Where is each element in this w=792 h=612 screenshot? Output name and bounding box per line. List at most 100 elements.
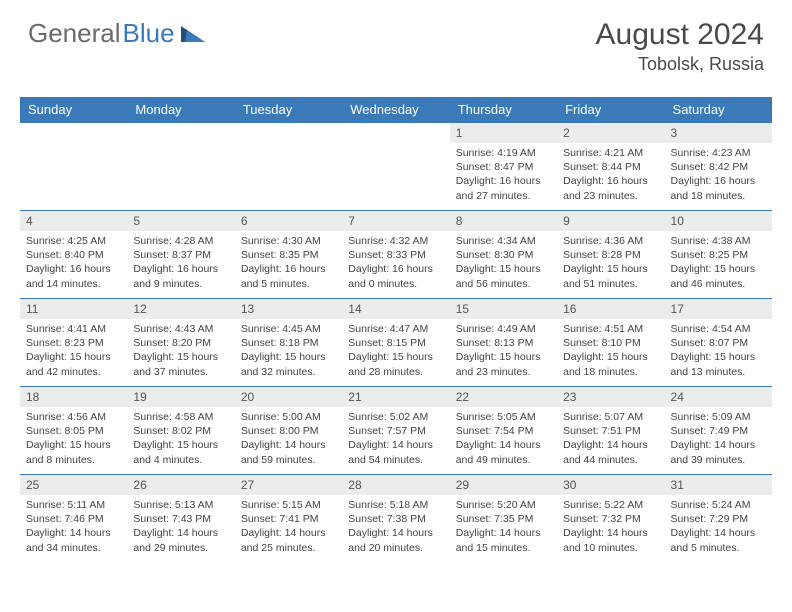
- day-number: 21: [342, 387, 449, 407]
- brand-triangle-icon: [181, 22, 205, 47]
- calendar-day-cell: 2Sunrise: 4:21 AMSunset: 8:44 PMDaylight…: [557, 123, 664, 211]
- day-number: 10: [665, 211, 772, 231]
- calendar-day-cell: 14Sunrise: 4:47 AMSunset: 8:15 PMDayligh…: [342, 299, 449, 387]
- calendar-day-cell: 16Sunrise: 4:51 AMSunset: 8:10 PMDayligh…: [557, 299, 664, 387]
- calendar-day-cell: 6Sunrise: 4:30 AMSunset: 8:35 PMDaylight…: [235, 211, 342, 299]
- calendar-day-cell: 11Sunrise: 4:41 AMSunset: 8:23 PMDayligh…: [20, 299, 127, 387]
- day-info: Sunrise: 4:28 AMSunset: 8:37 PMDaylight:…: [127, 231, 234, 296]
- day-info: Sunrise: 5:13 AMSunset: 7:43 PMDaylight:…: [127, 495, 234, 560]
- day-number: 29: [450, 475, 557, 495]
- day-info: Sunrise: 4:45 AMSunset: 8:18 PMDaylight:…: [235, 319, 342, 384]
- day-info: Sunrise: 4:21 AMSunset: 8:44 PMDaylight:…: [557, 143, 664, 208]
- day-number: 23: [557, 387, 664, 407]
- calendar-day-cell: 20Sunrise: 5:00 AMSunset: 8:00 PMDayligh…: [235, 387, 342, 475]
- weekday-header: Friday: [557, 97, 664, 123]
- brand-part2: Blue: [123, 18, 175, 49]
- weekday-header: Monday: [127, 97, 234, 123]
- day-number: 20: [235, 387, 342, 407]
- day-info: Sunrise: 4:51 AMSunset: 8:10 PMDaylight:…: [557, 319, 664, 384]
- calendar-day-cell: .: [342, 123, 449, 211]
- day-number: 14: [342, 299, 449, 319]
- day-number: 6: [235, 211, 342, 231]
- day-number: 13: [235, 299, 342, 319]
- day-number: 4: [20, 211, 127, 231]
- calendar-day-cell: 29Sunrise: 5:20 AMSunset: 7:35 PMDayligh…: [450, 475, 557, 563]
- calendar-day-cell: .: [235, 123, 342, 211]
- day-number: 16: [557, 299, 664, 319]
- calendar-day-cell: 8Sunrise: 4:34 AMSunset: 8:30 PMDaylight…: [450, 211, 557, 299]
- calendar-day-cell: 1Sunrise: 4:19 AMSunset: 8:47 PMDaylight…: [450, 123, 557, 211]
- day-info: Sunrise: 5:18 AMSunset: 7:38 PMDaylight:…: [342, 495, 449, 560]
- day-number: 3: [665, 123, 772, 143]
- day-info: Sunrise: 5:24 AMSunset: 7:29 PMDaylight:…: [665, 495, 772, 560]
- day-number: 19: [127, 387, 234, 407]
- calendar-week-row: 4Sunrise: 4:25 AMSunset: 8:40 PMDaylight…: [20, 211, 772, 299]
- title-block: August 2024 Tobolsk, Russia: [596, 18, 764, 75]
- calendar-header-row: SundayMondayTuesdayWednesdayThursdayFrid…: [20, 97, 772, 123]
- calendar-day-cell: 21Sunrise: 5:02 AMSunset: 7:57 PMDayligh…: [342, 387, 449, 475]
- calendar-day-cell: 31Sunrise: 5:24 AMSunset: 7:29 PMDayligh…: [665, 475, 772, 563]
- calendar-day-cell: 18Sunrise: 4:56 AMSunset: 8:05 PMDayligh…: [20, 387, 127, 475]
- calendar-week-row: 11Sunrise: 4:41 AMSunset: 8:23 PMDayligh…: [20, 299, 772, 387]
- day-number: 25: [20, 475, 127, 495]
- calendar-day-cell: 13Sunrise: 4:45 AMSunset: 8:18 PMDayligh…: [235, 299, 342, 387]
- day-number: 22: [450, 387, 557, 407]
- calendar-day-cell: 19Sunrise: 4:58 AMSunset: 8:02 PMDayligh…: [127, 387, 234, 475]
- calendar-day-cell: 28Sunrise: 5:18 AMSunset: 7:38 PMDayligh…: [342, 475, 449, 563]
- weekday-header: Sunday: [20, 97, 127, 123]
- calendar-day-cell: 4Sunrise: 4:25 AMSunset: 8:40 PMDaylight…: [20, 211, 127, 299]
- calendar-day-cell: .: [20, 123, 127, 211]
- calendar-day-cell: 12Sunrise: 4:43 AMSunset: 8:20 PMDayligh…: [127, 299, 234, 387]
- weekday-header: Tuesday: [235, 97, 342, 123]
- day-number: 30: [557, 475, 664, 495]
- day-number: 26: [127, 475, 234, 495]
- day-info: Sunrise: 4:30 AMSunset: 8:35 PMDaylight:…: [235, 231, 342, 296]
- calendar-day-cell: 3Sunrise: 4:23 AMSunset: 8:42 PMDaylight…: [665, 123, 772, 211]
- day-info: Sunrise: 4:19 AMSunset: 8:47 PMDaylight:…: [450, 143, 557, 208]
- calendar-week-row: 18Sunrise: 4:56 AMSunset: 8:05 PMDayligh…: [20, 387, 772, 475]
- day-info: Sunrise: 4:25 AMSunset: 8:40 PMDaylight:…: [20, 231, 127, 296]
- calendar-table: SundayMondayTuesdayWednesdayThursdayFrid…: [20, 97, 772, 563]
- day-info: Sunrise: 4:34 AMSunset: 8:30 PMDaylight:…: [450, 231, 557, 296]
- day-info: Sunrise: 5:00 AMSunset: 8:00 PMDaylight:…: [235, 407, 342, 472]
- day-number: 17: [665, 299, 772, 319]
- calendar-day-cell: 9Sunrise: 4:36 AMSunset: 8:28 PMDaylight…: [557, 211, 664, 299]
- day-info: Sunrise: 4:56 AMSunset: 8:05 PMDaylight:…: [20, 407, 127, 472]
- month-title: August 2024: [596, 18, 764, 52]
- day-info: Sunrise: 4:32 AMSunset: 8:33 PMDaylight:…: [342, 231, 449, 296]
- day-info: Sunrise: 5:15 AMSunset: 7:41 PMDaylight:…: [235, 495, 342, 560]
- day-number: 11: [20, 299, 127, 319]
- calendar-day-cell: 10Sunrise: 4:38 AMSunset: 8:25 PMDayligh…: [665, 211, 772, 299]
- day-info: Sunrise: 5:09 AMSunset: 7:49 PMDaylight:…: [665, 407, 772, 472]
- day-info: Sunrise: 5:20 AMSunset: 7:35 PMDaylight:…: [450, 495, 557, 560]
- day-number: 28: [342, 475, 449, 495]
- calendar-day-cell: 26Sunrise: 5:13 AMSunset: 7:43 PMDayligh…: [127, 475, 234, 563]
- day-number: 18: [20, 387, 127, 407]
- weekday-header: Wednesday: [342, 97, 449, 123]
- header: General Blue August 2024 Tobolsk, Russia: [0, 0, 792, 83]
- day-info: Sunrise: 5:11 AMSunset: 7:46 PMDaylight:…: [20, 495, 127, 560]
- day-number: 2: [557, 123, 664, 143]
- calendar-day-cell: 24Sunrise: 5:09 AMSunset: 7:49 PMDayligh…: [665, 387, 772, 475]
- day-number: 12: [127, 299, 234, 319]
- day-info: Sunrise: 4:43 AMSunset: 8:20 PMDaylight:…: [127, 319, 234, 384]
- day-info: Sunrise: 4:54 AMSunset: 8:07 PMDaylight:…: [665, 319, 772, 384]
- day-info: Sunrise: 5:07 AMSunset: 7:51 PMDaylight:…: [557, 407, 664, 472]
- day-number: 9: [557, 211, 664, 231]
- day-number: 31: [665, 475, 772, 495]
- calendar-day-cell: 25Sunrise: 5:11 AMSunset: 7:46 PMDayligh…: [20, 475, 127, 563]
- day-info: Sunrise: 4:41 AMSunset: 8:23 PMDaylight:…: [20, 319, 127, 384]
- day-info: Sunrise: 4:36 AMSunset: 8:28 PMDaylight:…: [557, 231, 664, 296]
- calendar-day-cell: 22Sunrise: 5:05 AMSunset: 7:54 PMDayligh…: [450, 387, 557, 475]
- calendar-day-cell: 17Sunrise: 4:54 AMSunset: 8:07 PMDayligh…: [665, 299, 772, 387]
- weekday-header: Thursday: [450, 97, 557, 123]
- calendar-day-cell: 30Sunrise: 5:22 AMSunset: 7:32 PMDayligh…: [557, 475, 664, 563]
- day-number: 27: [235, 475, 342, 495]
- day-info: Sunrise: 5:05 AMSunset: 7:54 PMDaylight:…: [450, 407, 557, 472]
- day-info: Sunrise: 4:49 AMSunset: 8:13 PMDaylight:…: [450, 319, 557, 384]
- day-number: 7: [342, 211, 449, 231]
- calendar-day-cell: 5Sunrise: 4:28 AMSunset: 8:37 PMDaylight…: [127, 211, 234, 299]
- location: Tobolsk, Russia: [596, 54, 764, 75]
- brand-logo: General Blue: [28, 18, 205, 49]
- day-info: Sunrise: 4:47 AMSunset: 8:15 PMDaylight:…: [342, 319, 449, 384]
